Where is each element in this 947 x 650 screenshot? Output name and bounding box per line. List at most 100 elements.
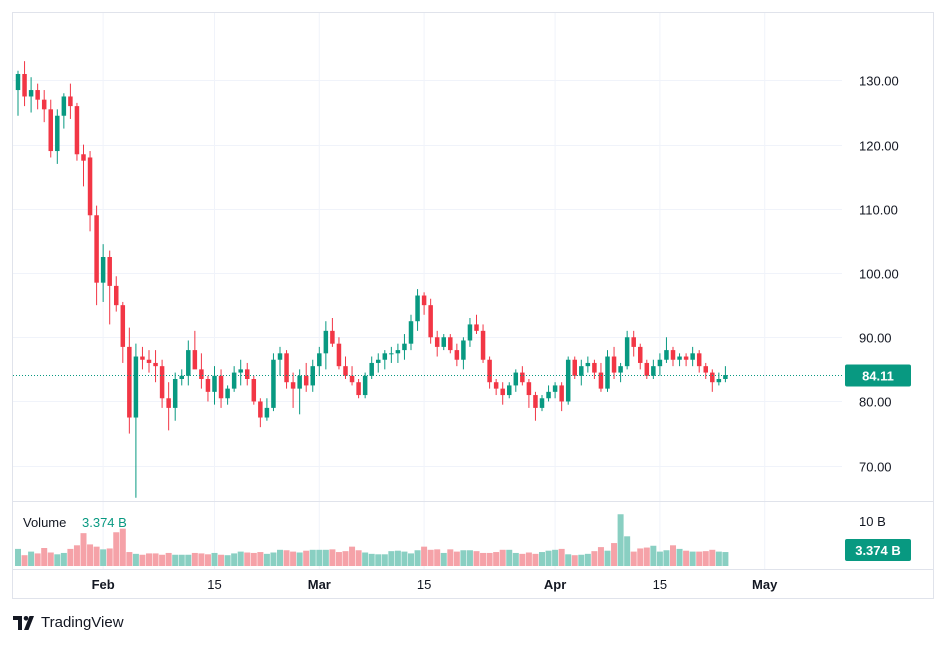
- candle[interactable]: [723, 366, 728, 383]
- candle[interactable]: [74, 102, 80, 161]
- candle[interactable]: [199, 353, 204, 389]
- candle[interactable]: [179, 369, 185, 386]
- candle[interactable]: [716, 372, 722, 386]
- candle[interactable]: [264, 398, 270, 421]
- candle[interactable]: [389, 346, 394, 363]
- candle[interactable]: [605, 350, 610, 392]
- candle[interactable]: [710, 369, 715, 392]
- candle[interactable]: [28, 77, 34, 113]
- candle[interactable]: [284, 350, 289, 389]
- candle[interactable]: [638, 343, 643, 370]
- candle[interactable]: [520, 366, 525, 386]
- candle[interactable]: [565, 356, 571, 405]
- candle[interactable]: [474, 314, 479, 335]
- brand[interactable]: TradingView: [13, 614, 124, 631]
- candle[interactable]: [330, 318, 335, 347]
- candle[interactable]: [651, 359, 656, 379]
- candle[interactable]: [87, 151, 93, 232]
- candle[interactable]: [166, 382, 171, 431]
- candle[interactable]: [598, 362, 604, 392]
- candle[interactable]: [336, 337, 342, 370]
- candle[interactable]: [225, 385, 230, 405]
- candle[interactable]: [81, 144, 86, 187]
- candle[interactable]: [317, 346, 322, 376]
- candle[interactable]: [343, 356, 348, 379]
- candle[interactable]: [48, 99, 54, 158]
- candle[interactable]: [461, 337, 466, 370]
- candle[interactable]: [127, 327, 132, 434]
- candle[interactable]: [546, 385, 551, 402]
- candle[interactable]: [467, 318, 473, 347]
- candle[interactable]: [415, 289, 420, 331]
- candle[interactable]: [448, 334, 453, 354]
- candle[interactable]: [585, 356, 591, 373]
- candle[interactable]: [61, 93, 67, 129]
- candle[interactable]: [500, 382, 505, 405]
- candle[interactable]: [696, 350, 702, 373]
- candle[interactable]: [231, 366, 237, 392]
- candle[interactable]: [395, 343, 401, 363]
- candle[interactable]: [159, 359, 165, 408]
- candle[interactable]: [15, 70, 21, 116]
- candle[interactable]: [41, 90, 47, 123]
- candle[interactable]: [114, 276, 119, 312]
- candle[interactable]: [297, 369, 302, 415]
- candle[interactable]: [310, 359, 316, 392]
- candle[interactable]: [408, 314, 414, 351]
- candle[interactable]: [592, 359, 597, 379]
- candle[interactable]: [212, 366, 217, 405]
- candle[interactable]: [559, 382, 564, 412]
- candle[interactable]: [434, 330, 440, 357]
- candle[interactable]: [120, 301, 126, 363]
- candle[interactable]: [238, 359, 243, 386]
- candle[interactable]: [552, 382, 558, 399]
- candle[interactable]: [376, 353, 381, 373]
- candle[interactable]: [362, 372, 368, 399]
- price-axis[interactable]: 70.00 80.00 90.00 100.00 110.00 120.00 130.00: [859, 74, 899, 475]
- candle[interactable]: [493, 379, 499, 396]
- candle[interactable]: [140, 346, 145, 370]
- time-axis[interactable]: Feb 15 Mar 15 Apr 15 May: [92, 577, 779, 592]
- candle[interactable]: [290, 372, 296, 408]
- candle[interactable]: [55, 109, 60, 164]
- candle[interactable]: [251, 375, 257, 405]
- candle[interactable]: [258, 398, 263, 428]
- candle[interactable]: [186, 340, 191, 386]
- candle[interactable]: [624, 330, 630, 370]
- candle[interactable]: [507, 382, 512, 399]
- candle[interactable]: [428, 298, 433, 344]
- candle[interactable]: [323, 321, 329, 370]
- candle[interactable]: [683, 353, 689, 367]
- candle[interactable]: [22, 61, 27, 107]
- candle[interactable]: [277, 346, 283, 376]
- candle[interactable]: [480, 324, 486, 363]
- candle[interactable]: [369, 356, 374, 379]
- candle[interactable]: [664, 337, 669, 363]
- candle[interactable]: [618, 362, 623, 383]
- candle[interactable]: [533, 391, 538, 421]
- candle[interactable]: [303, 362, 309, 392]
- candle[interactable]: [526, 379, 532, 408]
- candle[interactable]: [454, 343, 460, 367]
- candle[interactable]: [703, 362, 709, 379]
- candle[interactable]: [146, 350, 152, 373]
- candle[interactable]: [107, 250, 112, 325]
- candle[interactable]: [487, 356, 492, 389]
- candle[interactable]: [579, 359, 584, 386]
- candle[interactable]: [631, 330, 636, 357]
- candle[interactable]: [670, 346, 676, 367]
- candle[interactable]: [35, 83, 40, 110]
- candle[interactable]: [421, 292, 427, 315]
- candle[interactable]: [172, 372, 178, 421]
- candle[interactable]: [441, 334, 447, 351]
- candle[interactable]: [192, 330, 198, 370]
- candle[interactable]: [245, 362, 250, 386]
- candle[interactable]: [133, 343, 139, 498]
- candle[interactable]: [356, 379, 361, 399]
- candle[interactable]: [382, 350, 388, 370]
- candle[interactable]: [513, 369, 519, 392]
- candle[interactable]: [539, 395, 545, 412]
- candle[interactable]: [68, 83, 73, 119]
